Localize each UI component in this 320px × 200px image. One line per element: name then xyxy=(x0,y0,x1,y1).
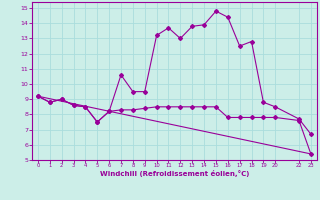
X-axis label: Windchill (Refroidissement éolien,°C): Windchill (Refroidissement éolien,°C) xyxy=(100,170,249,177)
